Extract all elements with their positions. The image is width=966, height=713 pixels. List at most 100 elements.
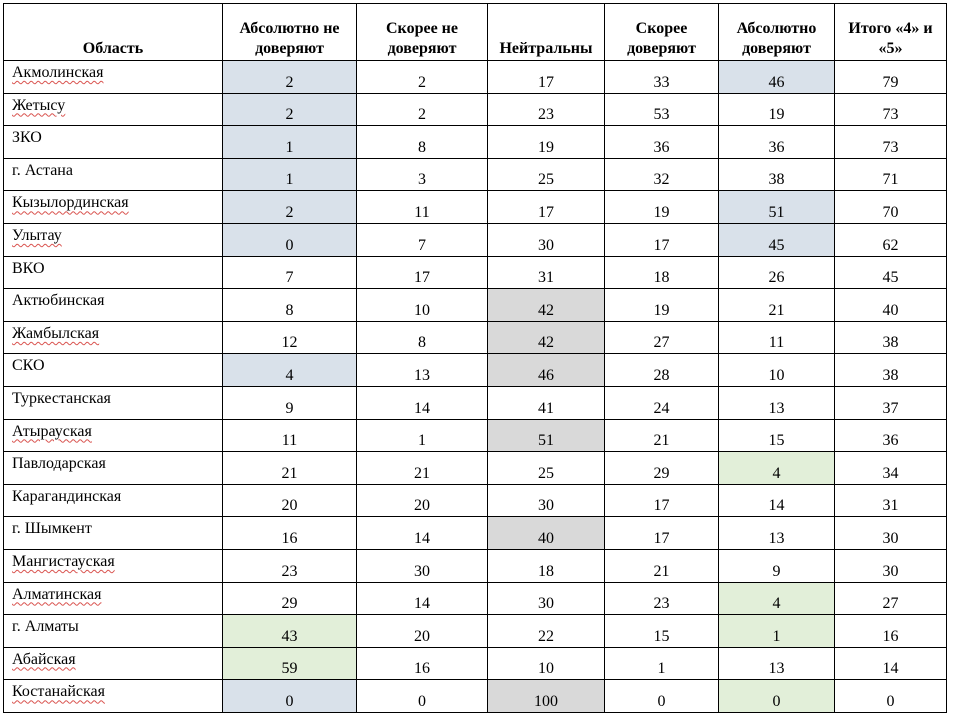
value-cell-absolutely-trust: 14 xyxy=(718,483,835,518)
table-row: ВКО 7 17 31 18 26 45 xyxy=(3,255,947,290)
table-row: Павлодарская 21 21 25 29 4 34 xyxy=(3,451,947,485)
value-cell-rather-trust: 33 xyxy=(604,60,719,94)
region-cell: г. Астана xyxy=(3,157,223,192)
value-cell-absolutely-trust: 45 xyxy=(718,222,835,257)
value-cell-neutral: 46 xyxy=(487,353,605,387)
table-row: Алматинская 29 14 30 23 4 27 xyxy=(3,581,947,616)
value-cell-total-4-5: 37 xyxy=(834,385,947,420)
value-cell-absolutely-trust: 26 xyxy=(718,255,835,290)
header-region: Область xyxy=(3,3,223,61)
value-cell-neutral: 19 xyxy=(487,125,605,159)
value-cell-total-4-5: 79 xyxy=(834,60,947,94)
value-cell-absolutely-distrust: 7 xyxy=(222,255,357,290)
region-cell: Мангистауская xyxy=(3,548,223,583)
table-body: Акмолинская 2 2 17 33 46 79 Жетысу 2 2 23 53 19 73 ЗКО… xyxy=(3,60,947,713)
region-cell: Туркестанская xyxy=(3,385,223,420)
value-cell-rather-trust: 29 xyxy=(604,451,719,485)
value-cell-total-4-5: 14 xyxy=(834,646,947,681)
value-cell-absolutely-distrust: 23 xyxy=(222,548,357,583)
region-name: Улытау xyxy=(12,226,62,244)
region-name: ВКО xyxy=(12,259,45,277)
value-cell-rather-trust: 17 xyxy=(604,483,719,518)
value-cell-neutral: 25 xyxy=(487,157,605,192)
value-cell-absolutely-trust: 51 xyxy=(718,190,835,224)
value-cell-absolutely-trust: 1 xyxy=(718,614,835,648)
region-name: г. Астана xyxy=(12,161,73,179)
value-cell-rather-distrust: 14 xyxy=(356,516,488,550)
value-cell-total-4-5: 38 xyxy=(834,320,947,355)
table-row: СКО 4 13 46 28 10 38 xyxy=(3,353,947,387)
value-cell-rather-distrust: 20 xyxy=(356,483,488,518)
value-cell-total-4-5: 70 xyxy=(834,190,947,224)
table-row: Жетысу 2 2 23 53 19 73 xyxy=(3,92,947,127)
region-cell: Абайская xyxy=(3,646,223,681)
value-cell-rather-trust: 19 xyxy=(604,190,719,224)
value-cell-total-4-5: 71 xyxy=(834,157,947,192)
region-name: г. Алматы xyxy=(12,618,79,636)
value-cell-total-4-5: 36 xyxy=(834,418,947,453)
value-cell-neutral: 31 xyxy=(487,255,605,290)
value-cell-rather-distrust: 21 xyxy=(356,451,488,485)
value-cell-rather-distrust: 17 xyxy=(356,255,488,290)
value-cell-neutral: 30 xyxy=(487,483,605,518)
value-cell-rather-trust: 17 xyxy=(604,516,719,550)
table-row: г. Алматы 43 20 22 15 1 16 xyxy=(3,614,947,648)
region-name: Акмолинская xyxy=(12,64,104,81)
table-row: Туркестанская 9 14 41 24 13 37 xyxy=(3,385,947,420)
region-cell: Улытау xyxy=(3,222,223,257)
header-rather-distrust: Скорее не доверяют xyxy=(356,3,488,61)
value-cell-neutral: 10 xyxy=(487,646,605,681)
value-cell-absolutely-distrust: 8 xyxy=(222,288,357,322)
region-name: Алматинская xyxy=(12,585,102,603)
value-cell-absolutely-trust: 46 xyxy=(718,60,835,94)
region-name: Туркестанская xyxy=(12,389,111,407)
value-cell-total-4-5: 40 xyxy=(834,288,947,322)
value-cell-neutral: 100 xyxy=(487,679,605,713)
table-row: Улытау 0 7 30 17 45 62 xyxy=(3,222,947,257)
region-cell: г. Шымкент xyxy=(3,516,223,550)
value-cell-rather-trust: 19 xyxy=(604,288,719,322)
value-cell-absolutely-trust: 15 xyxy=(718,418,835,453)
value-cell-absolutely-distrust: 0 xyxy=(222,679,357,713)
value-cell-total-4-5: 16 xyxy=(834,614,947,648)
value-cell-absolutely-trust: 21 xyxy=(718,288,835,322)
value-cell-absolutely-distrust: 9 xyxy=(222,385,357,420)
table-row: г. Шымкент 16 14 40 17 13 30 xyxy=(3,516,947,550)
header-absolutely-distrust: Абсолютно не доверяют xyxy=(222,3,357,61)
value-cell-rather-distrust: 2 xyxy=(356,60,488,94)
value-cell-total-4-5: 34 xyxy=(834,451,947,485)
value-cell-absolutely-trust: 19 xyxy=(718,92,835,127)
value-cell-neutral: 22 xyxy=(487,614,605,648)
value-cell-absolutely-distrust: 43 xyxy=(222,614,357,648)
region-cell: Костанайская xyxy=(3,679,223,713)
value-cell-rather-distrust: 13 xyxy=(356,353,488,387)
region-cell: Акмолинская xyxy=(3,60,223,94)
value-cell-rather-distrust: 20 xyxy=(356,614,488,648)
value-cell-rather-distrust: 16 xyxy=(356,646,488,681)
value-cell-total-4-5: 0 xyxy=(834,679,947,713)
region-cell: Карагандинская xyxy=(3,483,223,518)
value-cell-neutral: 42 xyxy=(487,320,605,355)
header-neutral: Нейтральны xyxy=(487,3,605,61)
value-cell-neutral: 40 xyxy=(487,516,605,550)
table-row: ЗКО 1 8 19 36 36 73 xyxy=(3,125,947,159)
value-cell-rather-distrust: 8 xyxy=(356,320,488,355)
region-cell: Кызылординская xyxy=(3,190,223,224)
table-row: Атырауская 11 1 51 21 15 36 xyxy=(3,418,947,453)
value-cell-absolutely-trust: 0 xyxy=(718,679,835,713)
value-cell-total-4-5: 30 xyxy=(834,548,947,583)
value-cell-rather-trust: 18 xyxy=(604,255,719,290)
table-row: Костанайская 0 0 100 0 0 0 xyxy=(3,679,947,713)
value-cell-rather-trust: 15 xyxy=(604,614,719,648)
value-cell-rather-distrust: 7 xyxy=(356,222,488,257)
value-cell-neutral: 30 xyxy=(487,581,605,616)
value-cell-total-4-5: 73 xyxy=(834,92,947,127)
value-cell-absolutely-distrust: 1 xyxy=(222,125,357,159)
table-row: Кызылординская 2 11 17 19 51 70 xyxy=(3,190,947,224)
value-cell-total-4-5: 30 xyxy=(834,516,947,550)
region-cell: Актюбинская xyxy=(3,288,223,322)
value-cell-absolutely-distrust: 2 xyxy=(222,92,357,127)
value-cell-rather-distrust: 30 xyxy=(356,548,488,583)
value-cell-absolutely-trust: 13 xyxy=(718,646,835,681)
value-cell-rather-distrust: 8 xyxy=(356,125,488,159)
